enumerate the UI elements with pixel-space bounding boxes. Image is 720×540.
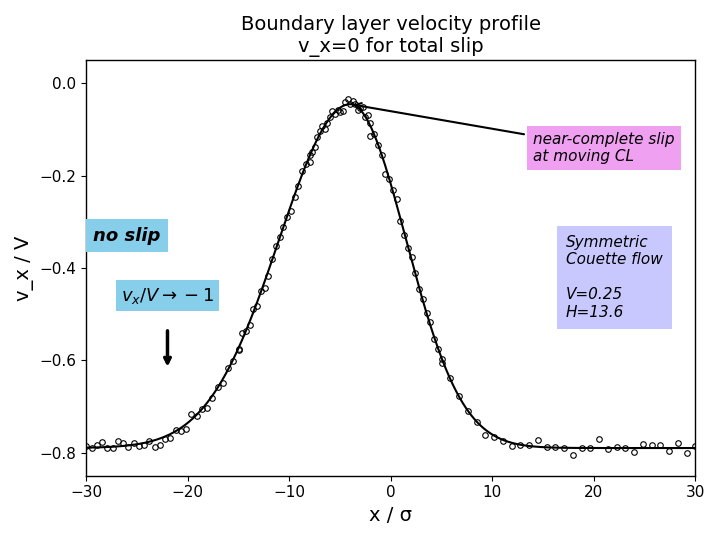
Y-axis label: v_x / V: v_x / V [15, 235, 34, 301]
Title: Boundary layer velocity profile
v_x=0 for total slip: Boundary layer velocity profile v_x=0 fo… [240, 15, 541, 57]
Text: $v_x/V \rightarrow -1$: $v_x/V \rightarrow -1$ [121, 286, 214, 306]
X-axis label: x / σ: x / σ [369, 506, 413, 525]
Text: Symmetric
Couette flow

V=0.25
H=13.6: Symmetric Couette flow V=0.25 H=13.6 [566, 235, 662, 320]
Text: no slip: no slip [93, 227, 161, 245]
Text: near-complete slip
at moving CL: near-complete slip at moving CL [355, 103, 675, 164]
Text: Symmetric
Couette flow

V=0.25
H=13.6: Symmetric Couette flow V=0.25 H=13.6 [566, 235, 662, 320]
